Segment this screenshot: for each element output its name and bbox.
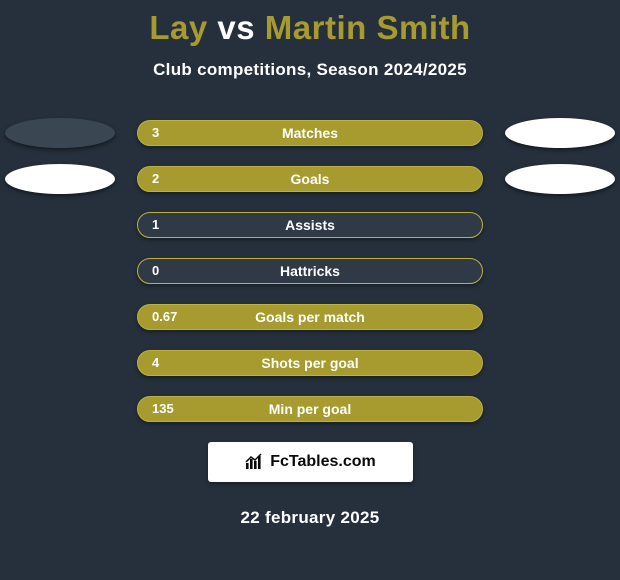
side-ellipse	[5, 118, 115, 148]
stat-value: 135	[138, 401, 193, 416]
stat-row: 0.67Goals per match	[137, 304, 483, 330]
vs-text: vs	[217, 9, 255, 46]
stat-value: 0	[138, 263, 193, 278]
player1-name: Lay	[149, 9, 207, 46]
stat-row: 0Hattricks	[137, 258, 483, 284]
stat-value: 1	[138, 217, 193, 232]
stat-row: 3Matches	[137, 120, 483, 146]
stat-value: 3	[138, 125, 193, 140]
stat-bar: 4Shots per goal	[137, 350, 483, 376]
source-badge: FcTables.com	[208, 442, 413, 482]
badge-chart-icon	[244, 453, 264, 471]
stat-row: 2Goals	[137, 166, 483, 192]
page-title: Lay vs Martin Smith	[0, 0, 620, 48]
side-ellipse	[505, 164, 615, 194]
side-ellipse	[505, 118, 615, 148]
stat-value: 4	[138, 355, 193, 370]
stat-row: 135Min per goal	[137, 396, 483, 422]
stat-row: 1Assists	[137, 212, 483, 238]
player2-name: Martin Smith	[265, 9, 471, 46]
stat-row: 4Shots per goal	[137, 350, 483, 376]
stat-bar: 0Hattricks	[137, 258, 483, 284]
side-ellipse	[5, 164, 115, 194]
stat-bar: 0.67Goals per match	[137, 304, 483, 330]
stat-value: 0.67	[138, 309, 193, 324]
stat-bar: 2Goals	[137, 166, 483, 192]
stat-bar: 135Min per goal	[137, 396, 483, 422]
date-text: 22 february 2025	[0, 508, 620, 528]
stat-bar: 3Matches	[137, 120, 483, 146]
stat-value: 2	[138, 171, 193, 186]
badge-text: FcTables.com	[270, 453, 376, 471]
stat-bar: 1Assists	[137, 212, 483, 238]
subtitle: Club competitions, Season 2024/2025	[0, 60, 620, 80]
stats-area: 3Matches 2Goals 1Assists 0Hattricks 0.67Goal…	[0, 120, 620, 422]
